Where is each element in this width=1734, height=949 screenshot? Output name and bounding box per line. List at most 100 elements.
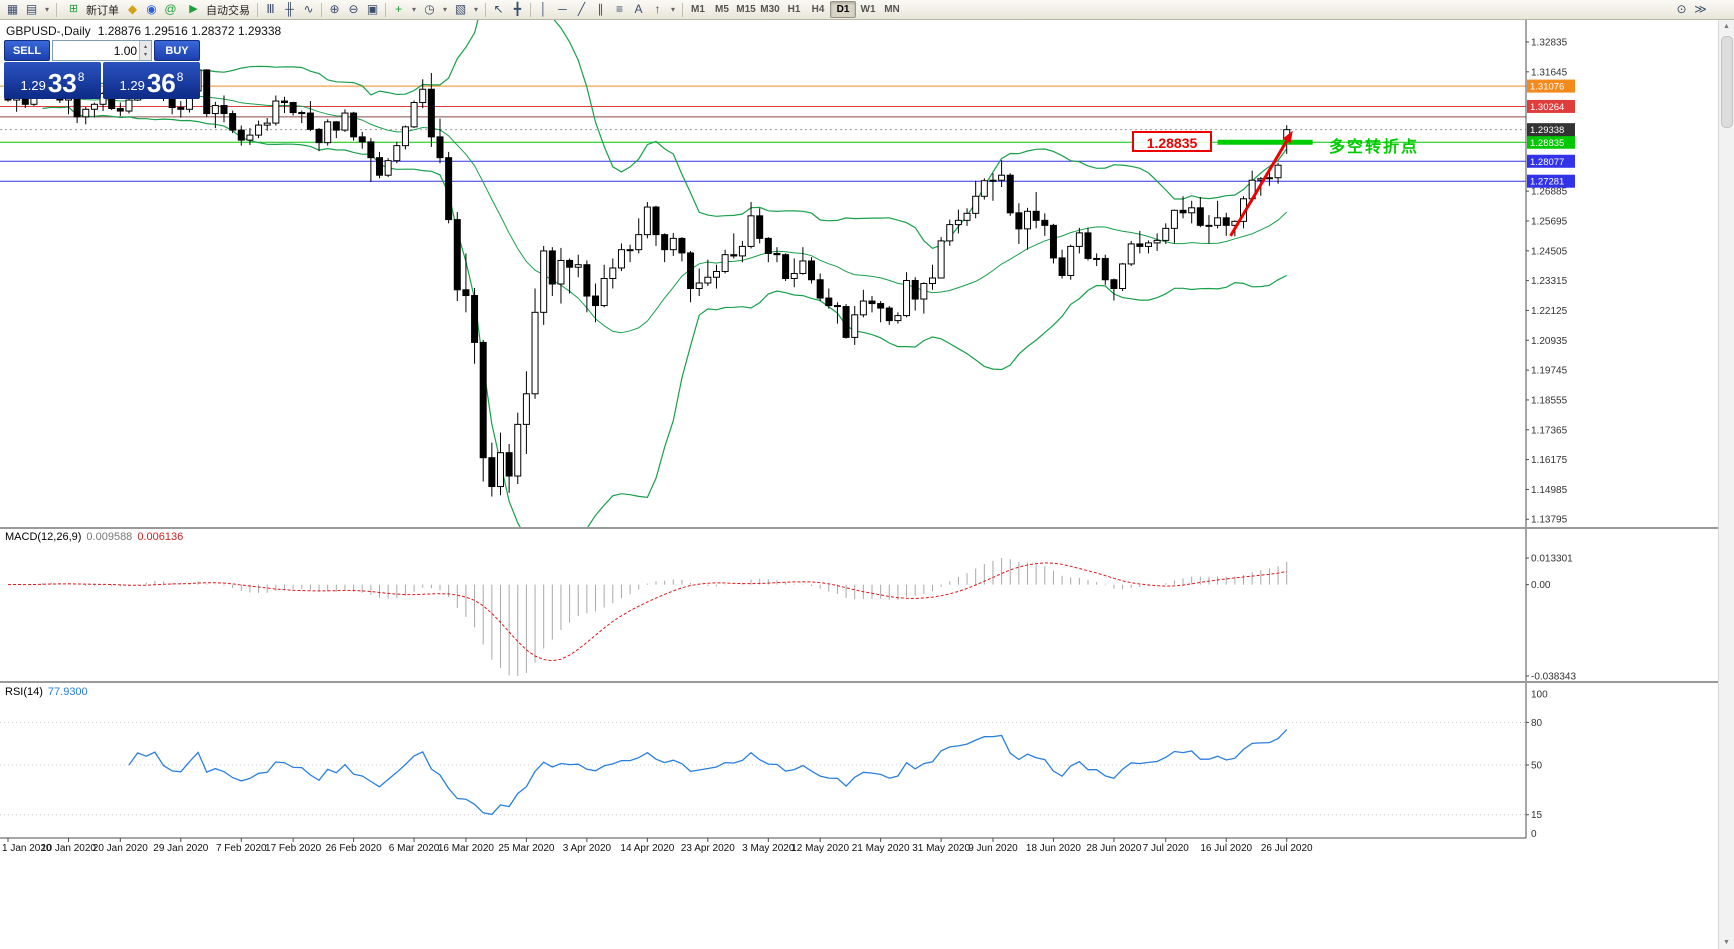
svg-text:12 May 2020: 12 May 2020 bbox=[791, 843, 849, 854]
vertical-scrollbar[interactable]: ▲ ▼ bbox=[1718, 20, 1734, 949]
text-tool-icon[interactable]: A bbox=[634, 2, 643, 16]
scroll-down-icon[interactable]: ▼ bbox=[1723, 939, 1730, 946]
svg-text:16 Mar 2020: 16 Mar 2020 bbox=[438, 843, 495, 854]
buy-button[interactable]: BUY bbox=[154, 40, 200, 61]
svg-text:1.18555: 1.18555 bbox=[1531, 395, 1568, 406]
fibonacci-tool-icon[interactable]: ≡ bbox=[615, 2, 623, 16]
svg-text:20 Jan 2020: 20 Jan 2020 bbox=[93, 843, 148, 854]
sell-price-sup: 8 bbox=[77, 70, 85, 84]
sell-button[interactable]: SELL bbox=[4, 40, 50, 61]
volume-input[interactable] bbox=[53, 41, 140, 60]
sell-price-prefix: 1.29 bbox=[20, 78, 46, 93]
svg-text:1.23315: 1.23315 bbox=[1531, 276, 1568, 287]
add-indicator-icon[interactable]: + bbox=[394, 2, 402, 16]
svg-text:1.20935: 1.20935 bbox=[1531, 336, 1568, 347]
toolbar-separator bbox=[530, 2, 531, 17]
svg-text:1.27281: 1.27281 bbox=[1530, 177, 1564, 188]
price-callout-label[interactable]: 1.28835 bbox=[1132, 131, 1212, 152]
crosshair-icon[interactable]: ╋ bbox=[513, 2, 522, 16]
indicator-dropdown-icon[interactable]: ▾ bbox=[411, 5, 416, 14]
svg-text:15: 15 bbox=[1531, 810, 1543, 821]
toolbar-separator bbox=[385, 2, 386, 17]
templates-menu-icon[interactable]: ▧ bbox=[454, 2, 467, 16]
volume-down-icon[interactable]: ▾ bbox=[144, 51, 148, 58]
arrows-tool-icon[interactable]: ↑ bbox=[654, 2, 661, 16]
timeframe-m15[interactable]: M15 bbox=[736, 4, 756, 15]
svg-text:1.19745: 1.19745 bbox=[1531, 366, 1568, 377]
horizontal-line-tool-icon[interactable]: ─ bbox=[558, 2, 567, 16]
svg-text:0.00: 0.00 bbox=[1531, 580, 1551, 591]
toolbar-separator bbox=[321, 2, 322, 17]
timeframe-d1[interactable]: D1 bbox=[830, 1, 856, 18]
timeframe-h1[interactable]: H1 bbox=[787, 4, 801, 15]
vertical-line-tool-icon[interactable]: │ bbox=[539, 2, 548, 16]
timeframe-mn[interactable]: MN bbox=[884, 4, 900, 15]
svg-text:18 Jun 2020: 18 Jun 2020 bbox=[1026, 843, 1081, 854]
autotrading-play-icon: ▶ bbox=[189, 3, 198, 15]
new-chart-icon[interactable]: ▦ bbox=[6, 2, 19, 16]
toolbar-separator bbox=[485, 2, 486, 17]
timeframe-h4[interactable]: H4 bbox=[811, 4, 825, 15]
cursor-icon[interactable]: ↖ bbox=[493, 2, 504, 16]
svg-text:3 May 2020: 3 May 2020 bbox=[742, 843, 795, 854]
timeframe-m30[interactable]: M30 bbox=[760, 4, 780, 15]
svg-text:6 Mar 2020: 6 Mar 2020 bbox=[389, 843, 440, 854]
zoom-out-icon[interactable]: ⊖ bbox=[348, 2, 359, 16]
price-panel[interactable] bbox=[0, 20, 1526, 543]
buy-price[interactable]: 1.29 36 8 bbox=[103, 62, 200, 99]
profiles-dropdown-icon[interactable]: ▾ bbox=[44, 5, 49, 14]
rsi-indicator-label: RSI(14) 77.9300 bbox=[5, 686, 88, 698]
toolbar-separator bbox=[56, 2, 57, 17]
macd-main-value: 0.009588 bbox=[86, 531, 133, 543]
profiles-icon[interactable]: ▤ bbox=[25, 2, 38, 16]
timeframe-m5[interactable]: M5 bbox=[715, 4, 729, 15]
one-click-trading-panel: SELL ▴ ▾ BUY 1.29 33 8 1.29 36 8 bbox=[4, 40, 200, 99]
more-tools-icon[interactable]: ≫ bbox=[1694, 2, 1707, 16]
templates-dropdown-icon[interactable]: ▾ bbox=[473, 5, 478, 14]
svg-text:7 Feb 2020: 7 Feb 2020 bbox=[216, 843, 267, 854]
channel-tool-icon[interactable]: ∥ bbox=[597, 2, 604, 16]
arrows-dropdown-icon[interactable]: ▾ bbox=[670, 5, 675, 14]
svg-text:17 Feb 2020: 17 Feb 2020 bbox=[265, 843, 322, 854]
svg-text:1.24505: 1.24505 bbox=[1531, 246, 1568, 257]
turning-point-label[interactable]: 多空转折点 bbox=[1329, 139, 1420, 156]
svg-text:1.28835: 1.28835 bbox=[1530, 138, 1564, 149]
macd-indicator-label: MACD(12,26,9) 0.009588 0.006136 bbox=[5, 531, 183, 543]
macd-panel[interactable] bbox=[7, 558, 1288, 676]
periods-dropdown-icon[interactable]: ▾ bbox=[442, 5, 447, 14]
main-toolbar: ▦ ▤ ▾ ⊞ 新订单 ◆ ◉ @ ▶ 自动交易 Ⅲ ╫ ∿ ⊕ ⊖ ▣ + ▾… bbox=[0, 0, 1734, 20]
tile-windows-icon[interactable]: ▣ bbox=[366, 2, 379, 16]
metaeditor-icon[interactable]: ◆ bbox=[127, 2, 138, 16]
timeframe-w1[interactable]: W1 bbox=[860, 4, 876, 15]
buy-price-big: 36 bbox=[146, 68, 176, 98]
scrollbar-thumb[interactable] bbox=[1721, 36, 1733, 128]
chart-title: GBPUSD-,Daily 1.28876 1.29516 1.28372 1.2… bbox=[6, 24, 281, 38]
symbol-period-label: GBPUSD-,Daily bbox=[6, 24, 91, 38]
scroll-up-icon[interactable]: ▲ bbox=[1723, 23, 1730, 30]
candlestick-chart-icon[interactable]: ╫ bbox=[285, 2, 294, 16]
chart-canvas[interactable]: 1.32835 1.31645 1.26885 1.25695 1.24505 1.233… bbox=[0, 20, 1734, 949]
periods-menu-icon[interactable]: ◷ bbox=[424, 2, 435, 16]
bar-chart-icon[interactable]: Ⅲ bbox=[266, 2, 275, 16]
macd-name: MACD(12,26,9) bbox=[5, 531, 82, 543]
autotrading-button[interactable]: ▶ 自动交易 bbox=[180, 1, 254, 18]
buy-price-sup: 8 bbox=[176, 70, 184, 84]
trendline-tool-icon[interactable]: ╱ bbox=[577, 2, 586, 16]
line-chart-icon[interactable]: ∿ bbox=[303, 2, 314, 16]
community-icon[interactable]: @ bbox=[164, 2, 177, 16]
volume-spinner[interactable]: ▴ ▾ bbox=[139, 41, 151, 60]
timeframe-m1[interactable]: M1 bbox=[691, 4, 705, 15]
rsi-panel[interactable] bbox=[0, 721, 1526, 816]
new-order-button[interactable]: ⊞ 新订单 bbox=[60, 1, 123, 18]
zoom-in-icon[interactable]: ⊕ bbox=[329, 2, 340, 16]
svg-text:1 Jan 2020: 1 Jan 2020 bbox=[2, 843, 52, 854]
svg-text:31 May 2020: 31 May 2020 bbox=[912, 843, 970, 854]
svg-text:-0.038343: -0.038343 bbox=[1531, 672, 1576, 683]
sell-price[interactable]: 1.29 33 8 bbox=[4, 62, 101, 99]
volume-up-icon[interactable]: ▴ bbox=[144, 43, 148, 50]
macd-signal-value: 0.006136 bbox=[137, 531, 184, 543]
search-icon[interactable]: ⊙ bbox=[1676, 2, 1687, 16]
toolbar-separator bbox=[682, 2, 683, 17]
market-icon[interactable]: ◉ bbox=[146, 2, 157, 16]
